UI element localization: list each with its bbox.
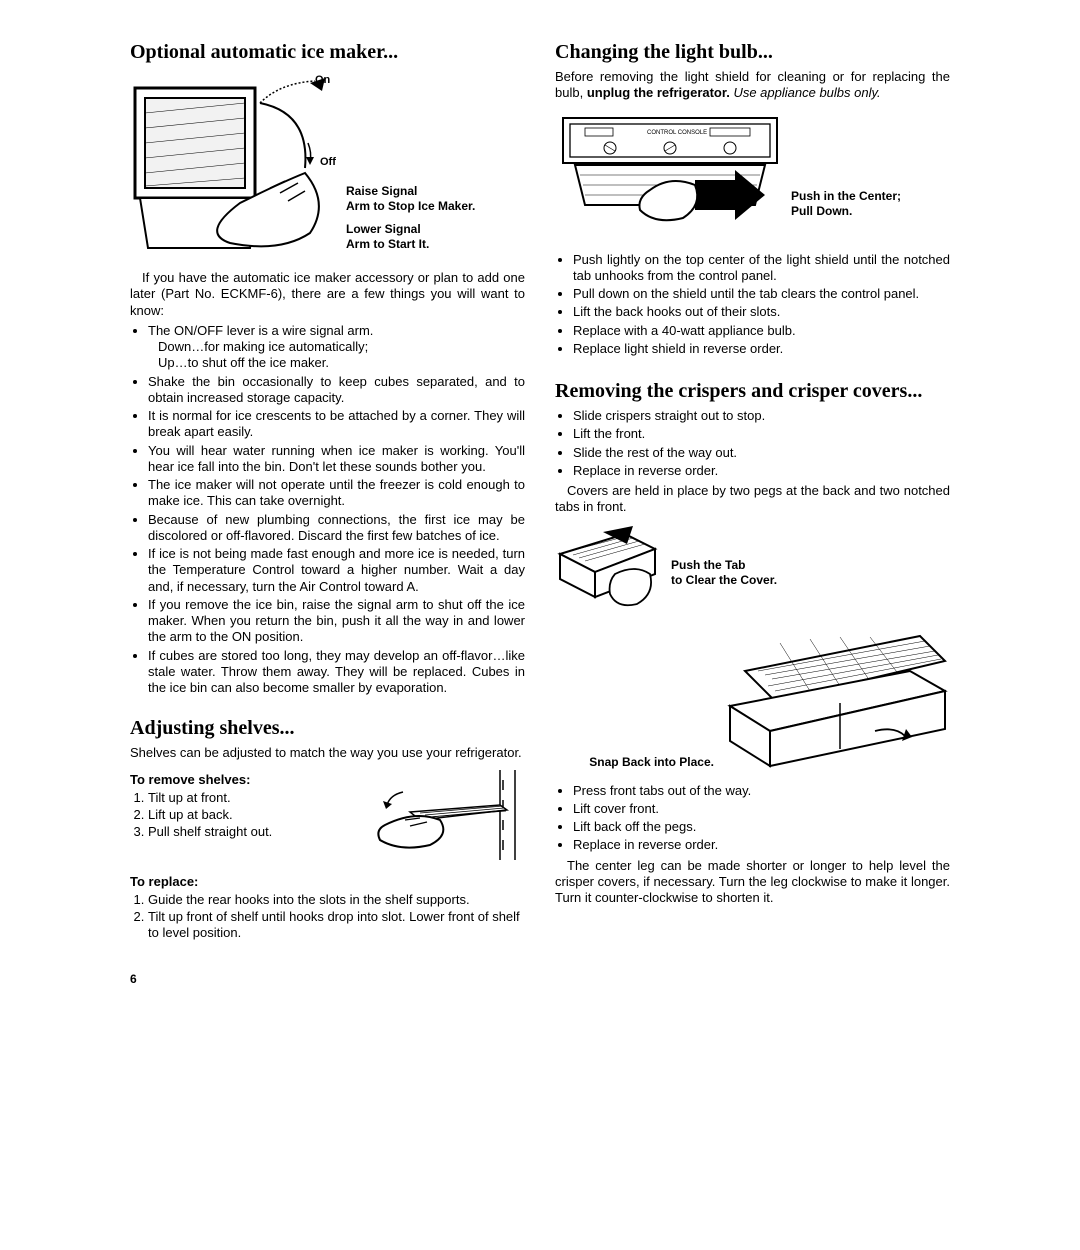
- heading-shelves: Adjusting shelves...: [130, 716, 525, 741]
- remove-heading: To remove shelves:: [130, 772, 347, 788]
- p2: Tilt up front of shelf until hooks drop …: [148, 909, 525, 942]
- light-cap2: Pull Down.: [791, 204, 950, 219]
- r1: Tilt up at front.: [148, 790, 347, 806]
- d3: Lift back off the pegs.: [573, 819, 950, 835]
- ice-b7: If ice is not being made fast enough and…: [148, 546, 525, 595]
- ice-b3: It is normal for ice crescents to be att…: [148, 408, 525, 441]
- c2: Lift the front.: [573, 426, 950, 442]
- cover-bullets: Press front tabs out of the way. Lift co…: [555, 783, 950, 854]
- heading-ice-maker: Optional automatic ice maker...: [130, 40, 525, 65]
- caption-raise-2: Arm to Stop Ice Maker.: [346, 199, 525, 214]
- lb1: Push lightly on the top center of the li…: [573, 252, 950, 285]
- figure-light-shield: CONTROL CONSOLE: [555, 106, 950, 248]
- svg-text:On: On: [315, 74, 331, 86]
- svg-text:CONTROL CONSOLE: CONTROL CONSOLE: [647, 130, 707, 136]
- r2: Lift up at back.: [148, 807, 347, 823]
- svg-text:Off: Off: [320, 156, 336, 168]
- heading-light-bulb: Changing the light bulb...: [555, 40, 950, 65]
- replace-steps: Guide the rear hooks into the slots in t…: [130, 892, 525, 942]
- ice-maker-illustration: On Off: [130, 73, 340, 258]
- left-column: Optional automatic ice maker...: [130, 40, 525, 987]
- shelf-illustration: [355, 770, 525, 860]
- heading-crispers: Removing the crispers and crisper covers…: [555, 379, 950, 404]
- figure-snap-back: Snap Back into Place.: [555, 627, 950, 779]
- final-para: The center leg can be made shorter or lo…: [555, 858, 950, 907]
- light-shield-illustration: CONTROL CONSOLE: [555, 110, 785, 240]
- r3: Pull shelf straight out.: [148, 824, 347, 840]
- light-intro: Before removing the light shield for cle…: [555, 69, 950, 102]
- cover-tab-illustration: [555, 524, 665, 619]
- ice-b5: The ice maker will not operate until the…: [148, 477, 525, 510]
- page-number: 6: [130, 972, 525, 987]
- cover-cap1: Push the Tab: [671, 558, 950, 573]
- snap-back-illustration: [720, 631, 950, 771]
- ice-b4: You will hear water running when ice mak…: [148, 443, 525, 476]
- replace-heading: To replace:: [130, 874, 525, 890]
- ice-intro: If you have the automatic ice maker acce…: [130, 270, 525, 319]
- ice-b2: Shake the bin occasionally to keep cubes…: [148, 374, 525, 407]
- p1: Guide the rear hooks into the slots in t…: [148, 892, 525, 908]
- ice-b1: The ON/OFF lever is a wire signal arm. D…: [148, 323, 525, 372]
- crisper-bullets: Slide crispers straight out to stop. Lif…: [555, 408, 950, 479]
- covers-para: Covers are held in place by two pegs at …: [555, 483, 950, 516]
- figure-ice-maker: On Off Raise Signal Arm to Stop Ice Make…: [130, 69, 525, 266]
- caption-raise-1: Raise Signal: [346, 184, 525, 199]
- snap-cap: Snap Back into Place.: [589, 755, 714, 769]
- lb3: Lift the back hooks out of their slots.: [573, 304, 950, 320]
- ice-b8: If you remove the ice bin, raise the sig…: [148, 597, 525, 646]
- d4: Replace in reverse order.: [573, 837, 950, 853]
- figure-cover-tab: Push the Tab to Clear the Cover.: [555, 520, 950, 627]
- ice-bullets: The ON/OFF lever is a wire signal arm. D…: [130, 323, 525, 697]
- ice-b9: If cubes are stored too long, they may d…: [148, 648, 525, 697]
- right-column: Changing the light bulb... Before removi…: [555, 40, 950, 987]
- remove-steps: Tilt up at front. Lift up at back. Pull …: [130, 790, 347, 841]
- c3: Slide the rest of the way out.: [573, 445, 950, 461]
- d1: Press front tabs out of the way.: [573, 783, 950, 799]
- ice-b6: Because of new plumbing connections, the…: [148, 512, 525, 545]
- light-bullets: Push lightly on the top center of the li…: [555, 252, 950, 358]
- d2: Lift cover front.: [573, 801, 950, 817]
- page-columns: Optional automatic ice maker...: [130, 40, 950, 987]
- c1: Slide crispers straight out to stop.: [573, 408, 950, 424]
- lb5: Replace light shield in reverse order.: [573, 341, 950, 357]
- light-cap1: Push in the Center;: [791, 189, 950, 204]
- caption-lower-2: Arm to Start It.: [346, 237, 525, 252]
- cover-cap2: to Clear the Cover.: [671, 573, 950, 588]
- lb2: Pull down on the shield until the tab cl…: [573, 286, 950, 302]
- shelves-intro: Shelves can be adjusted to match the way…: [130, 745, 525, 761]
- caption-lower-1: Lower Signal: [346, 222, 525, 237]
- c4: Replace in reverse order.: [573, 463, 950, 479]
- lb4: Replace with a 40-watt appliance bulb.: [573, 323, 950, 339]
